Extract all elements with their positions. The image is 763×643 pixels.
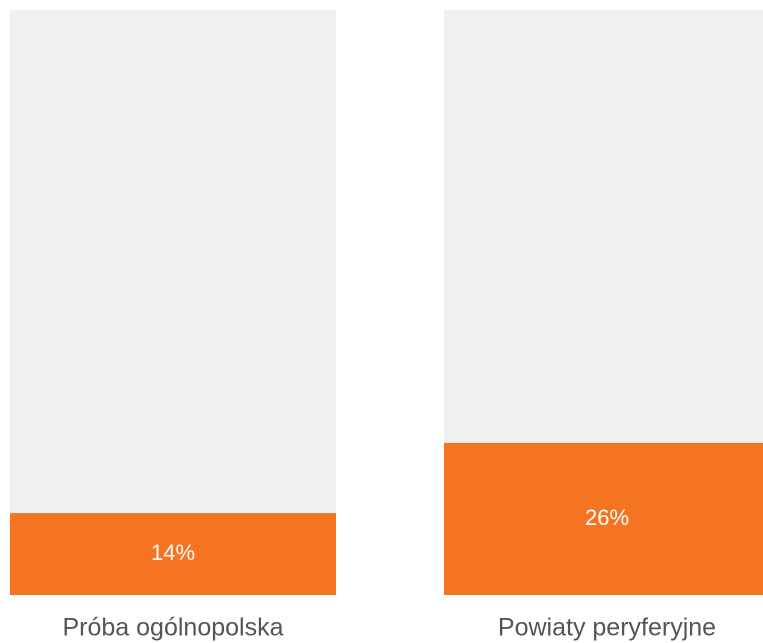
bar-track [10,10,336,595]
x-tick-label: Próba ogólnopolska [63,614,284,642]
value-label: 14% [151,540,195,565]
bar [10,513,336,595]
value-label: 26% [585,505,629,530]
x-tick-label: Powiaty peryferyjne [498,614,716,642]
bar [444,442,763,595]
